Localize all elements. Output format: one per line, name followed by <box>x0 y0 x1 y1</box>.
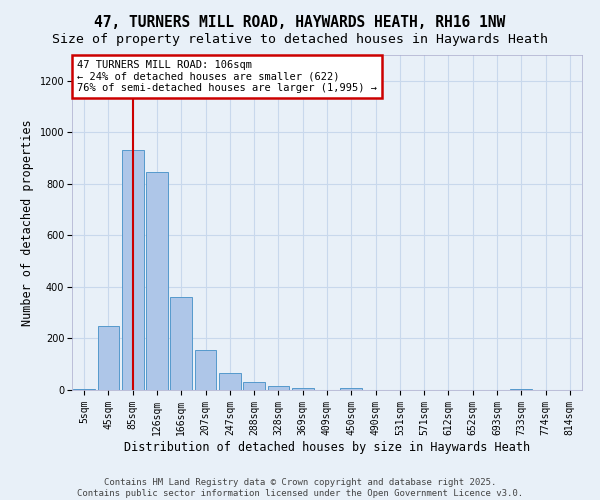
Bar <box>194 350 217 390</box>
Bar <box>511 388 532 390</box>
Bar <box>243 382 265 390</box>
Bar <box>219 373 241 390</box>
Bar <box>340 388 362 390</box>
Y-axis label: Number of detached properties: Number of detached properties <box>21 119 34 326</box>
Bar <box>73 388 95 390</box>
Bar <box>268 386 289 390</box>
Bar <box>97 326 119 390</box>
X-axis label: Distribution of detached houses by size in Haywards Heath: Distribution of detached houses by size … <box>124 440 530 454</box>
Text: 47 TURNERS MILL ROAD: 106sqm
← 24% of detached houses are smaller (622)
76% of s: 47 TURNERS MILL ROAD: 106sqm ← 24% of de… <box>77 60 377 93</box>
Bar <box>146 172 168 390</box>
Bar <box>122 150 143 390</box>
Text: Contains HM Land Registry data © Crown copyright and database right 2025.
Contai: Contains HM Land Registry data © Crown c… <box>77 478 523 498</box>
Text: 47, TURNERS MILL ROAD, HAYWARDS HEATH, RH16 1NW: 47, TURNERS MILL ROAD, HAYWARDS HEATH, R… <box>94 15 506 30</box>
Bar <box>170 297 192 390</box>
Text: Size of property relative to detached houses in Haywards Heath: Size of property relative to detached ho… <box>52 32 548 46</box>
Bar <box>292 388 314 390</box>
